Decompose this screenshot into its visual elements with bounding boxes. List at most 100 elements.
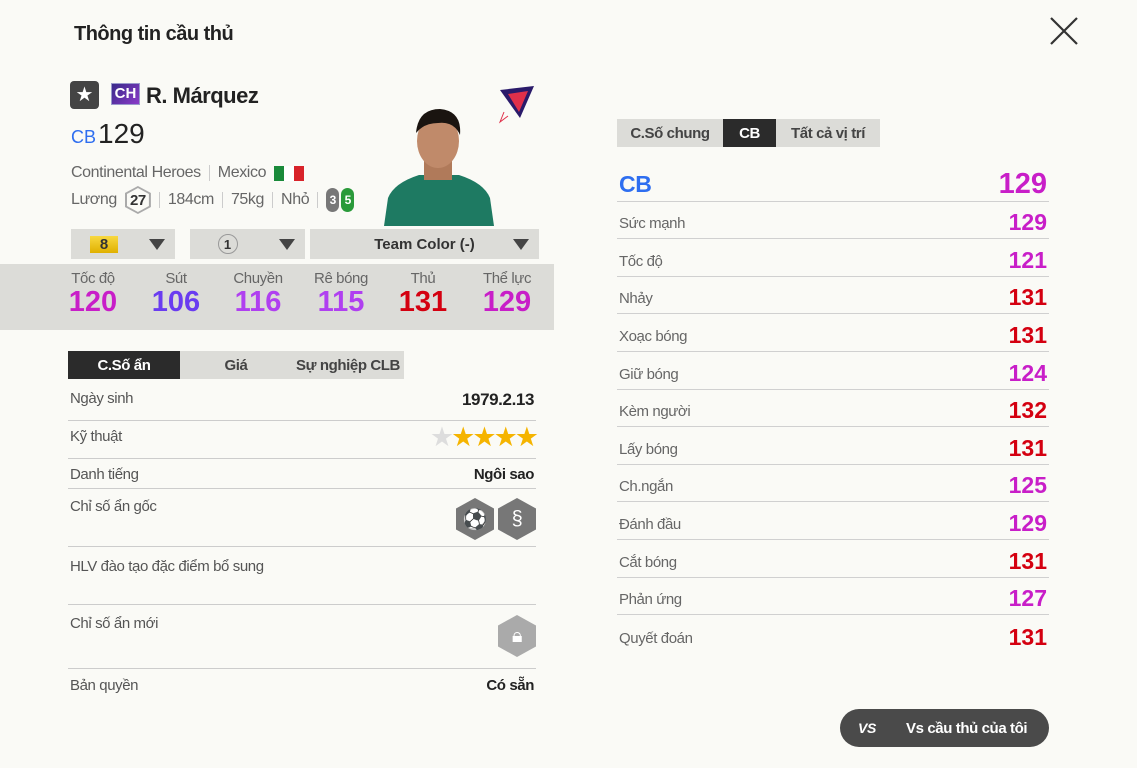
right-tabs: C.Số chung CB Tất cả vị trí [617, 119, 880, 147]
tab-all-positions[interactable]: Tất cả vị trí [776, 119, 880, 147]
license-row: Bản quyền Có sẵn [70, 677, 534, 694]
attribute-row: Phản ứng 127 [617, 578, 1049, 616]
attribute-label: Sức mạnh [619, 215, 686, 233]
attribute-label: Lấy bóng [619, 440, 678, 458]
attribute-row: Đánh đầu 129 [617, 502, 1049, 540]
trait-icon-2[interactable]: § [498, 498, 536, 540]
stat-label: Rê bóng [314, 270, 368, 287]
attribute-row: Quyết đoán 131 [617, 615, 1049, 653]
attribute-value: 131 [1008, 547, 1047, 574]
attribute-label: Phản ứng [619, 591, 682, 609]
weight: 75kg [230, 191, 265, 208]
stat-label: Chuyền [233, 270, 283, 287]
attribute-value: 121 [1008, 246, 1047, 273]
season-logo-icon [498, 86, 534, 124]
summary-stat: Tốc độ 120 [53, 270, 133, 317]
page-title: Thông tin cầu thủ [74, 23, 234, 45]
compare-button[interactable]: VS Vs cầu thủ của tôi [840, 709, 1049, 747]
attribute-value: 131 [1008, 321, 1047, 348]
attribute-value: 129 [1008, 509, 1047, 536]
attribute-label: Đánh đầu [619, 515, 681, 533]
close-icon[interactable] [1048, 15, 1080, 47]
strong-foot-icon: 5 [341, 188, 355, 212]
summary-stats: Tốc độ 120 Sút 106 Chuyền 116 Rê bóng 115 Thủ 131… [0, 264, 554, 330]
height: 184cm [167, 191, 214, 208]
stat-label: Tốc độ [71, 270, 115, 287]
chevron-down-icon [149, 239, 165, 250]
summary-stat: Rê bóng 115 [301, 270, 381, 317]
skill-row: Kỹ thuật ★★★★★ [68, 422, 539, 459]
chevron-down-icon [279, 239, 295, 250]
tab-general[interactable]: C.Số chung [617, 119, 723, 147]
attribute-value: 131 [1008, 623, 1047, 650]
summary-stat: Thể lực 129 [467, 270, 547, 317]
attribute-row: Giữ bóng 124 [617, 352, 1049, 390]
stat-label: Sút [165, 270, 187, 287]
position-rating-row: CB 129 [617, 164, 1049, 202]
stat-value: 129 [482, 286, 532, 318]
stat-value: 115 [317, 286, 365, 318]
trait-icon-1[interactable]: ⚽ [456, 498, 494, 540]
left-tabs: C.Số ẩn Giá Sự nghiệp CLB [68, 351, 404, 379]
coach-row: HLV đào tạo đặc điểm bổ sung [68, 558, 536, 605]
attribute-label: Tốc độ [619, 252, 663, 270]
attribute-value: 131 [1008, 284, 1047, 311]
lock-icon[interactable]: 🔒︎ [498, 615, 536, 657]
favorite-star-icon[interactable]: ★ [70, 81, 99, 109]
salary-badge: 27 [124, 186, 151, 214]
attribute-value: 124 [1008, 359, 1047, 386]
season-badge: CH [111, 83, 140, 105]
star-icon: ★ [514, 422, 539, 452]
attribute-label: Cắt bóng [619, 553, 677, 571]
tab-price[interactable]: Giá [180, 351, 292, 379]
attribute-label: Nhảy [619, 290, 653, 308]
summary-stat: Chuyền 116 [218, 270, 298, 317]
vs-icon: VS [858, 720, 876, 736]
attribute-label: Ch.ngắn [619, 478, 673, 496]
new-traits-row: Chỉ số ẩn mới 🔒︎ [68, 615, 536, 669]
mexico-flag-icon [274, 165, 305, 181]
attribute-label: Quyết đoán [619, 629, 693, 647]
stat-value: 116 [234, 286, 282, 318]
tab-hidden-stats[interactable]: C.Số ẩn [68, 351, 180, 379]
upgrade-level-select[interactable]: 8 [71, 229, 175, 259]
weak-foot-icon: 3 [326, 188, 340, 212]
stat-value: 131 [398, 286, 448, 318]
attribute-row: Kèm người 132 [617, 390, 1049, 428]
attribute-value: 127 [1008, 585, 1047, 612]
stat-value: 120 [68, 286, 118, 318]
attribute-row: Nhảy 131 [617, 277, 1049, 315]
stat-value: 106 [151, 286, 201, 318]
player-name: R. Márquez [146, 83, 259, 108]
stat-label: Thủ [410, 270, 436, 287]
attribute-row: Ch.ngắn 125 [617, 465, 1049, 503]
traits-row: Chỉ số ẩn gốc ⚽ § [68, 498, 536, 547]
fame-row: Danh tiếng Ngôi sao [68, 466, 536, 489]
attribute-value: 131 [1008, 434, 1047, 461]
tab-cb[interactable]: CB [723, 119, 776, 147]
summary-stat: Thủ 131 [383, 270, 463, 317]
chevron-down-icon [513, 239, 529, 250]
body-type: Nhỏ [281, 191, 310, 208]
attribute-row: Lấy bóng 131 [617, 427, 1049, 465]
player-position: CB [71, 127, 97, 147]
star-icon: ★ [472, 422, 496, 452]
summary-stat: Sút 106 [136, 270, 216, 317]
attribute-value: 132 [1008, 397, 1047, 424]
player-overall: 129 [98, 118, 145, 149]
season-name: Continental Heroes [71, 164, 201, 181]
attribute-label: Giữ bóng [619, 365, 679, 383]
attribute-value: 129 [1008, 209, 1047, 236]
star-icon: ★ [429, 422, 454, 452]
attribute-label: Kèm người [619, 403, 691, 421]
skill-stars: ★★★★★ [429, 422, 539, 453]
attribute-row: Tốc độ 121 [617, 239, 1049, 277]
player-photo [384, 109, 494, 226]
attribute-label: Xoạc bóng [619, 327, 688, 345]
rank-select[interactable]: 1 [190, 229, 305, 259]
stat-label: Thể lực [482, 270, 532, 287]
attribute-row: Xoạc bóng 131 [617, 314, 1049, 352]
team-color-select[interactable]: Team Color (-) [310, 229, 539, 259]
tab-club-career[interactable]: Sự nghiệp CLB [292, 351, 404, 379]
